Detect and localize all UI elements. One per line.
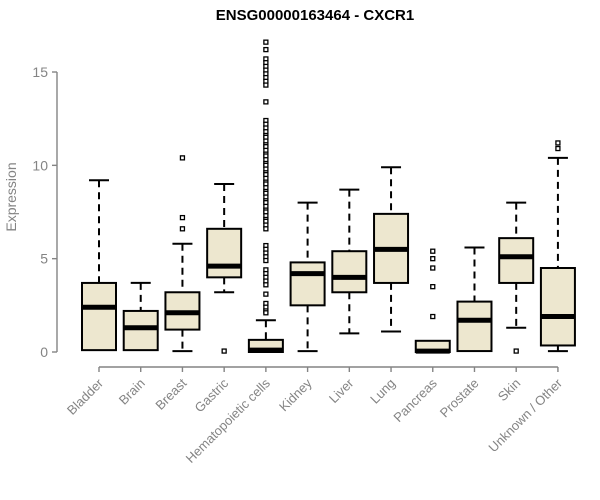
x-tick-label: Gastric [192, 375, 232, 415]
outlier-point [430, 256, 436, 262]
outlier-point [430, 313, 436, 320]
outlier-point [430, 265, 436, 271]
box [289, 261, 326, 307]
x-tick-label: Bladder [64, 375, 107, 418]
boxplot-brain [122, 281, 159, 352]
outlier-point [555, 140, 561, 146]
outlier-point [430, 284, 436, 290]
boxplot-pancreas [414, 248, 451, 354]
outlier-point [179, 155, 186, 161]
outlier-point [430, 248, 436, 254]
x-tick-label: Brain [116, 376, 148, 408]
x-tick-label: Kidney [276, 375, 315, 414]
x-tick-label: Liver [326, 375, 357, 406]
boxplot-gastric [206, 183, 243, 354]
boxplot-bladder [81, 179, 117, 352]
x-tick-label: Unknown / Other [485, 375, 565, 455]
outlier-point [263, 226, 269, 232]
box [539, 267, 576, 347]
x-tick-label: Prostate [437, 376, 482, 421]
outlier-point [263, 257, 269, 264]
outlier-point [263, 99, 269, 105]
x-tick-label: Skin [495, 376, 523, 404]
boxplot-skin [498, 201, 535, 354]
outlier-point [263, 310, 269, 316]
x-tick-label: Breast [152, 375, 189, 412]
box [331, 250, 368, 294]
boxplot-prostate [456, 246, 493, 353]
outlier-point [263, 291, 269, 297]
boxplot-breast [164, 155, 201, 353]
box [498, 237, 535, 284]
box [206, 227, 243, 279]
y-tick-label: 5 [40, 251, 48, 267]
outlier-point [221, 348, 227, 354]
chart-title: ENSG00000163464 - CXCR1 [215, 7, 415, 24]
boxplot-unknown-other [539, 140, 576, 353]
outlier-point [179, 214, 186, 221]
y-tick-label: 0 [40, 344, 48, 360]
y-tick-label: 15 [32, 64, 48, 80]
outlier-point [555, 145, 561, 152]
outlier-point [513, 348, 519, 354]
outlier-point [263, 82, 269, 88]
box [122, 309, 159, 352]
boxplot-kidney [289, 201, 326, 353]
x-tick-label: Pancreas [390, 375, 440, 425]
box [81, 281, 117, 352]
outlier-point [263, 282, 269, 288]
x-tick-label: Lung [367, 376, 398, 407]
outlier-point [263, 46, 269, 53]
boxplot-lung [373, 166, 410, 333]
outlier-point [179, 226, 186, 232]
boxplot-liver [331, 188, 368, 335]
outlier-point [263, 39, 269, 45]
boxplot-hematopoietic-cells [247, 39, 284, 353]
box [456, 300, 493, 353]
y-tick-label: 10 [32, 157, 48, 173]
